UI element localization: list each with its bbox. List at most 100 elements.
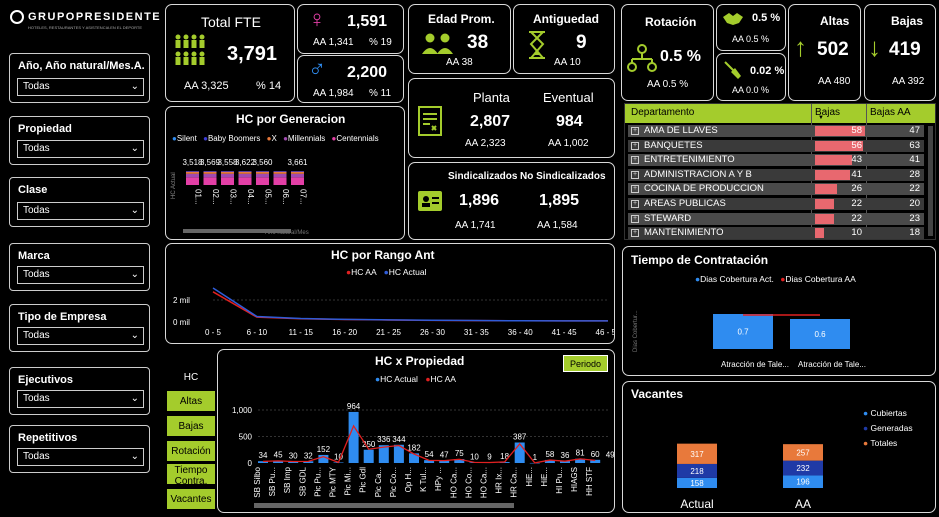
bar-segment-totales xyxy=(677,443,717,464)
data-label: 47 xyxy=(440,451,449,460)
data-label: 81 xyxy=(576,449,585,458)
legend-dot: ● xyxy=(172,134,177,143)
bajas-bar xyxy=(815,213,834,224)
arrow-up-icon: ↑ xyxy=(794,32,807,62)
chart-scrollbar[interactable] xyxy=(254,503,514,508)
bajas-bar xyxy=(815,199,834,209)
col-bajas[interactable]: Bajas xyxy=(815,107,841,118)
rango-plot: 2 mil 0 mil 0 - 5 6 - 10 11 - 15 16 - 20 21 - … xyxy=(173,287,614,337)
filter-dropdown[interactable]: Todas ⌄ xyxy=(17,266,144,284)
kpi-pct: % 11 xyxy=(369,88,392,99)
kpi-planta-eventual: Planta 2,807 AA 2,323 Eventual 984 AA 1,… xyxy=(408,78,615,158)
col-bajas-aa[interactable]: Bajas AA xyxy=(870,107,911,118)
tick-label: HO Ca... xyxy=(449,467,458,498)
chart-title: Vacantes xyxy=(631,387,684,401)
chart-legend: ●HC AA ●HC Actual xyxy=(346,267,427,277)
chevron-down-icon: ⌄ xyxy=(130,269,139,280)
kpi-value: 419 xyxy=(889,39,921,60)
tick-label: HI Pu... xyxy=(555,467,564,494)
nav-vacantes[interactable]: Vacantes xyxy=(166,488,216,510)
filter-tipo-empresa[interactable]: Tipo de Empresa Todas ⌄ xyxy=(9,304,150,352)
bar-segment xyxy=(186,171,199,174)
table-row[interactable]: + BANQUETES 56 63 xyxy=(628,139,924,152)
legend-dot: ● xyxy=(346,267,352,277)
data-label: 196 xyxy=(796,478,810,487)
table-row[interactable]: + COCINA DE PRODUCCION 26 22 xyxy=(628,183,924,196)
bar-segment xyxy=(203,173,217,178)
dept-name: AREAS PUBLICAS xyxy=(644,198,726,209)
filter-label: Repetitivos xyxy=(18,432,78,444)
filter-dropdown[interactable]: Todas ⌄ xyxy=(17,202,144,220)
expand-icon[interactable]: + xyxy=(631,156,639,165)
dept-name: ADMINISTRACION A Y B xyxy=(644,168,752,180)
bajas-bar xyxy=(815,184,838,195)
expand-icon[interactable]: + xyxy=(631,229,639,238)
col-departamento[interactable]: Departamento xyxy=(631,107,695,118)
kpi-value: 1,591 xyxy=(347,13,388,30)
chevron-down-icon: ⌄ xyxy=(130,81,139,92)
filter-dropdown[interactable]: Todas ⌄ xyxy=(17,327,144,345)
bajas-aa-value: 63 xyxy=(909,139,920,151)
bar-segment xyxy=(203,171,217,174)
chart-scrollbar[interactable] xyxy=(183,229,291,233)
table-row[interactable]: + ENTRETENIMIENTO 43 41 xyxy=(628,154,924,167)
nav-bajas[interactable]: Bajas xyxy=(166,415,216,437)
filter-propiedad[interactable]: Propiedad Todas ⌄ xyxy=(9,116,150,165)
data-label: 152 xyxy=(317,445,331,454)
tick-label: HR Ca... xyxy=(510,467,519,498)
expand-icon[interactable]: + xyxy=(631,127,639,135)
bajas-value: 43 xyxy=(851,154,862,166)
filter-dropdown[interactable]: Todas ⌄ xyxy=(17,78,144,96)
nav-tiempo-contra[interactable]: Tiempo Contra. xyxy=(166,463,216,487)
table-row[interactable]: + AREAS PUBLICAS 22 20 xyxy=(628,198,924,210)
expand-icon[interactable]: + xyxy=(631,200,639,208)
nav-altas[interactable]: Altas xyxy=(166,390,216,412)
filter-anio[interactable]: Año, Año natural/Mes.A... Todas ⌄ xyxy=(9,53,150,103)
hourglass-icon xyxy=(529,31,545,59)
dept-name: AMA DE LLAVES xyxy=(644,125,718,136)
tiempo-plot: Dias Cobertur... 0.7 Atracción de Tale... 0… xyxy=(633,310,866,369)
dept-name: COCINA DE PRODUCCION xyxy=(644,183,764,195)
filter-label: Marca xyxy=(18,250,50,262)
chart-hc-generacion: HC por Generacion ●Silent ●Baby Boomers … xyxy=(165,106,405,240)
nav-hc[interactable]: HC xyxy=(166,366,216,388)
expand-icon[interactable]: + xyxy=(631,214,639,223)
bar-segment xyxy=(256,171,269,174)
expand-icon[interactable]: + xyxy=(631,185,639,194)
kpi-aa: AA 1,984 xyxy=(313,88,354,99)
tick-label: 21 - 25 xyxy=(376,328,401,337)
filter-dropdown[interactable]: Todas ⌄ xyxy=(17,448,144,466)
table-scrollbar[interactable] xyxy=(928,126,933,236)
bajas-value: 22 xyxy=(851,198,862,209)
filter-clase[interactable]: Clase Todas ⌄ xyxy=(9,177,150,227)
data-label: 3,661 xyxy=(287,158,308,167)
sort-icon: ▼ xyxy=(818,115,824,121)
expand-icon[interactable]: + xyxy=(631,170,639,179)
table-row[interactable]: + MANTENIMIENTO 10 18 xyxy=(628,227,924,240)
filter-label: Propiedad xyxy=(18,123,72,135)
tick-label: K Tul... xyxy=(419,467,428,492)
bajas-aa-value: 18 xyxy=(909,227,920,239)
kpi-value: 38 xyxy=(467,32,489,53)
data-label: 218 xyxy=(690,467,704,476)
nav-rotacion[interactable]: Rotación xyxy=(166,440,216,462)
filter-ejecutivos[interactable]: Ejecutivos Todas ⌄ xyxy=(9,367,150,415)
filter-marca[interactable]: Marca Todas ⌄ xyxy=(9,243,150,291)
chart-legend: ● Cubiertas ● Generadas ● Totales xyxy=(863,408,913,448)
table-row[interactable]: + ADMINISTRACION A Y B 41 28 xyxy=(628,168,924,181)
table-row[interactable]: + STEWARD 22 23 xyxy=(628,212,924,225)
filter-dropdown[interactable]: Todas ⌄ xyxy=(17,140,144,158)
filter-dropdown[interactable]: Todas ⌄ xyxy=(17,390,144,408)
periodo-button[interactable]: Periodo xyxy=(563,355,608,372)
data-label: 36 xyxy=(561,451,570,460)
table-row[interactable]: + AMA DE LLAVES 58 47 xyxy=(628,125,924,137)
data-label: 60 xyxy=(591,450,600,459)
filter-repetitivos[interactable]: Repetitivos Todas ⌄ xyxy=(9,425,150,473)
tick-label: SB Imp xyxy=(283,466,292,493)
tick-label: Pic Pu... xyxy=(313,467,322,497)
expand-icon[interactable]: + xyxy=(631,141,639,150)
legend-dot: ● xyxy=(780,274,786,284)
planta-aa: AA 2,323 xyxy=(465,138,506,149)
data-label: 45 xyxy=(274,451,283,460)
bar xyxy=(560,461,570,463)
